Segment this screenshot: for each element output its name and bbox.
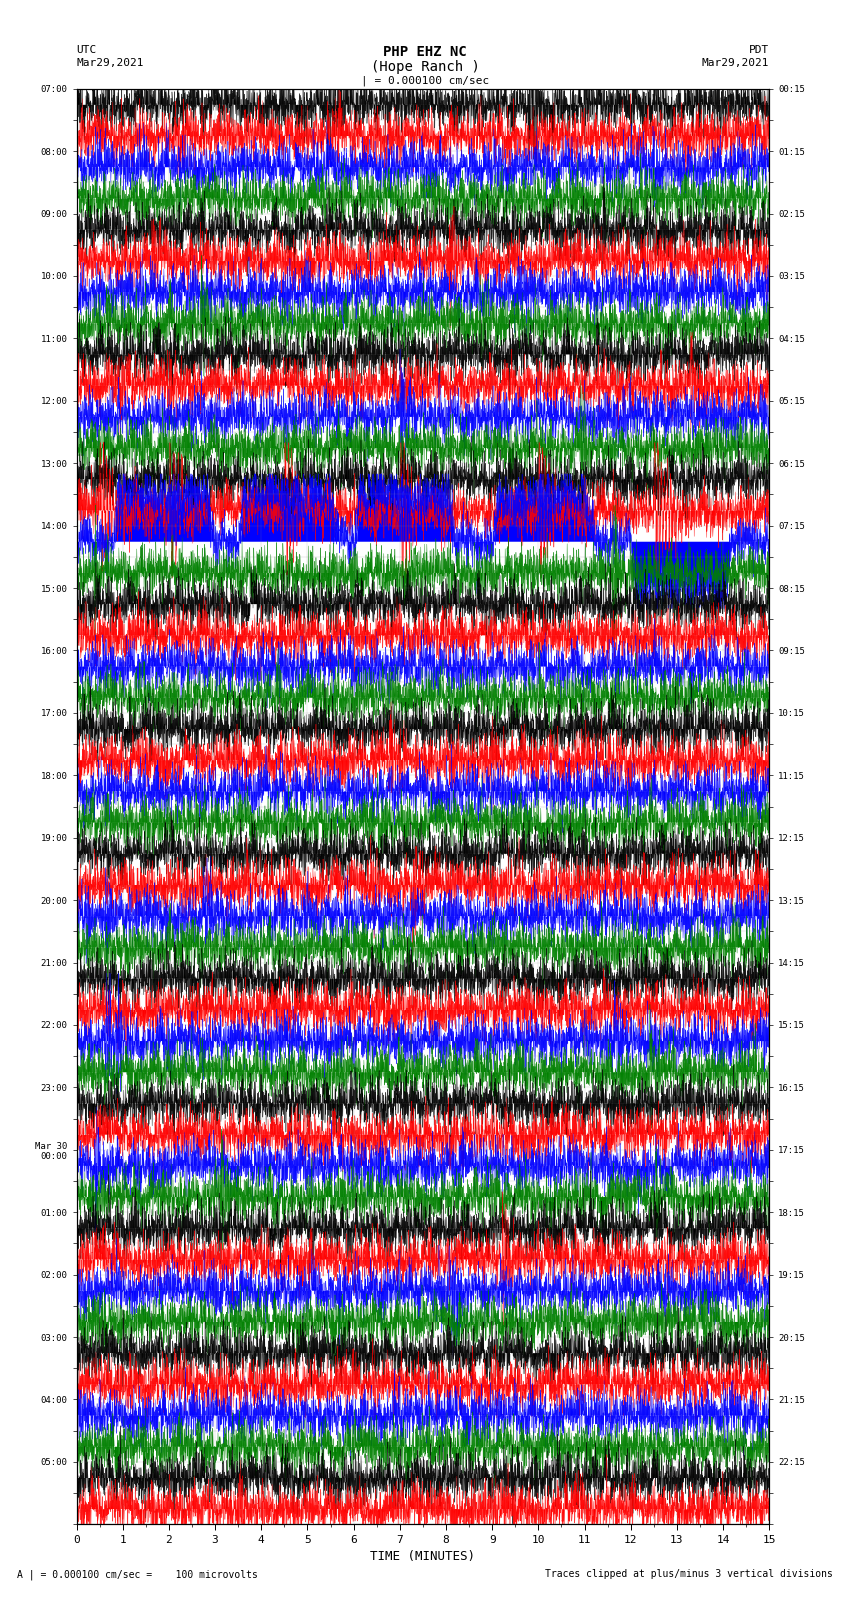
Text: PHP EHZ NC: PHP EHZ NC xyxy=(383,45,467,60)
Text: Mar29,2021: Mar29,2021 xyxy=(702,58,769,68)
Text: A | = 0.000100 cm/sec =    100 microvolts: A | = 0.000100 cm/sec = 100 microvolts xyxy=(17,1569,258,1581)
Text: PDT: PDT xyxy=(749,45,769,55)
X-axis label: TIME (MINUTES): TIME (MINUTES) xyxy=(371,1550,475,1563)
Text: UTC: UTC xyxy=(76,45,97,55)
Text: Traces clipped at plus/minus 3 vertical divisions: Traces clipped at plus/minus 3 vertical … xyxy=(545,1569,833,1579)
Text: (Hope Ranch ): (Hope Ranch ) xyxy=(371,60,479,74)
Text: | = 0.000100 cm/sec: | = 0.000100 cm/sec xyxy=(361,76,489,87)
Text: Mar29,2021: Mar29,2021 xyxy=(76,58,144,68)
